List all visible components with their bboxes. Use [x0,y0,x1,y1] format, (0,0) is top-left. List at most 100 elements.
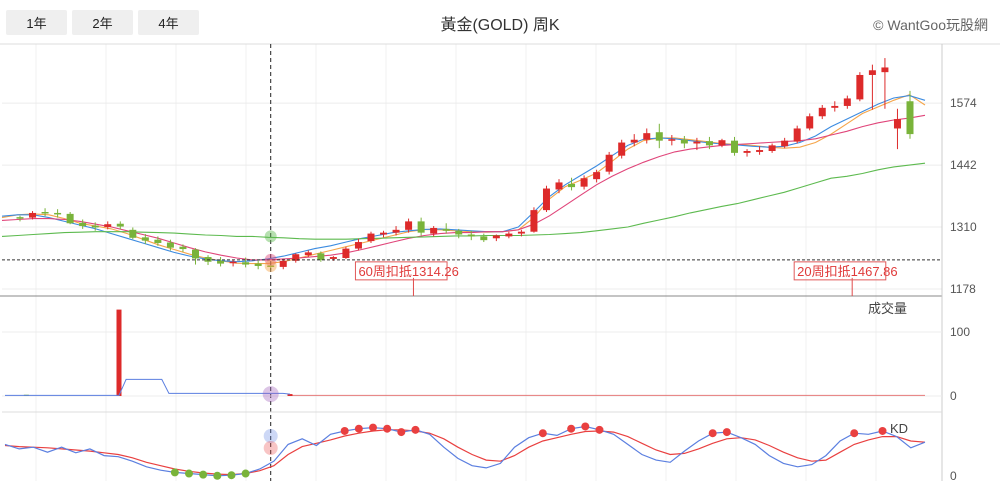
annotation-box [793,261,887,281]
kd-overbought-dot [340,426,349,435]
candle-body [367,233,375,242]
candle-body [555,182,563,190]
kd-overbought-dot [567,424,576,433]
kd-oversold-dot [227,471,236,480]
annotation-label: 60周扣抵1314.26 [358,264,458,279]
candle-body [856,74,864,100]
candle-body [229,261,237,264]
kd-overbought-dot [354,424,363,433]
candle-body [179,246,187,250]
kd-oversold-dot [241,469,250,478]
candle-body [191,249,199,259]
crosshair-marker-ma-long [264,253,277,266]
kd-overbought-dot [369,423,377,432]
range-2y-button[interactable]: 2年 [72,10,133,35]
ma-line-ma_mid [1,95,926,263]
volume-tick-label: 0 [950,389,957,403]
candle-body [705,141,713,146]
candle-body [731,140,739,153]
candle-body [768,145,776,151]
price-tick-label: 1574 [950,96,977,110]
kd-tick-label: 0 [950,469,957,481]
candle-body [417,221,425,233]
crosshair-marker-ma-short [264,259,277,272]
volume-avg-line [5,378,291,396]
annotation-box [354,261,448,281]
chart-title: 黃金(GOLD) 周K [440,17,560,34]
candle-body [693,141,701,144]
candle-body [630,139,638,143]
candle-body [141,237,149,241]
volume-label: 成交量 [868,301,907,316]
candle-body [116,223,124,227]
candle-body [329,257,337,259]
annotation-label: 20周扣抵1467.86 [797,264,897,279]
candle-body [756,150,764,152]
candle-body [16,217,24,219]
kd-overbought-dot [722,428,731,437]
candle-body [618,142,626,156]
candle-body [380,232,388,235]
candle-body [806,116,814,129]
kd-overbought-dot [595,425,604,434]
candle-body [517,231,525,234]
volume-tick-label: 100 [950,325,970,339]
kd-oversold-dot [213,471,222,480]
kd-k-line [4,425,926,477]
candle-body [655,132,663,141]
candle-body [605,154,613,172]
candle-body [568,183,576,188]
candle-body [166,242,174,248]
candle-body [480,236,488,241]
kd-overbought-dot [383,424,392,433]
candle-body [129,229,137,238]
kd-overbought-dot [581,422,590,431]
candle-body [668,139,676,141]
candle-body [580,178,588,187]
range-1y-button[interactable]: 1年 [6,10,67,35]
kd-overbought-dot [850,429,859,438]
candle-body [292,254,300,261]
kd-overbought-dot [397,428,406,437]
ma-line-ma_long [1,114,926,261]
candle-body [217,260,225,264]
candle-body [91,225,99,228]
candle-body [79,222,87,227]
candle-body [818,107,826,117]
candle-body [793,128,801,142]
price-tick-label: 1442 [950,158,977,172]
candle-body [267,265,275,267]
candle-body [254,263,262,266]
candle-body [279,260,287,267]
ma-line-ma_60 [1,162,926,240]
candle-body [831,105,839,108]
kd-overbought-dot [538,429,547,438]
candle-body [492,235,500,239]
candle-body [643,133,651,140]
candle-body [392,229,400,233]
candle-body [718,140,726,146]
candle-body [680,139,688,144]
candle-body [430,227,438,234]
candle-body [881,67,889,73]
candle-body [54,212,62,215]
kd-crosshair-marker-k [263,429,278,443]
kd-d-line [4,429,926,476]
candle-body [242,262,250,265]
kd-oversold-dot [199,470,208,479]
volume-crosshair-marker [262,386,279,403]
candle-body [342,248,350,258]
candle-body [505,233,513,237]
candle-body [893,119,901,129]
candle-body [467,234,475,237]
kd-crosshair-marker-d [263,441,278,455]
kd-label: KD [890,421,908,436]
candle-body [442,228,450,231]
kd-overbought-dot [411,425,420,434]
candle-body [906,101,914,135]
candle-body [66,213,74,224]
range-4y-button[interactable]: 4年 [138,10,199,35]
candle-body [455,230,463,235]
candle-body [317,253,325,260]
